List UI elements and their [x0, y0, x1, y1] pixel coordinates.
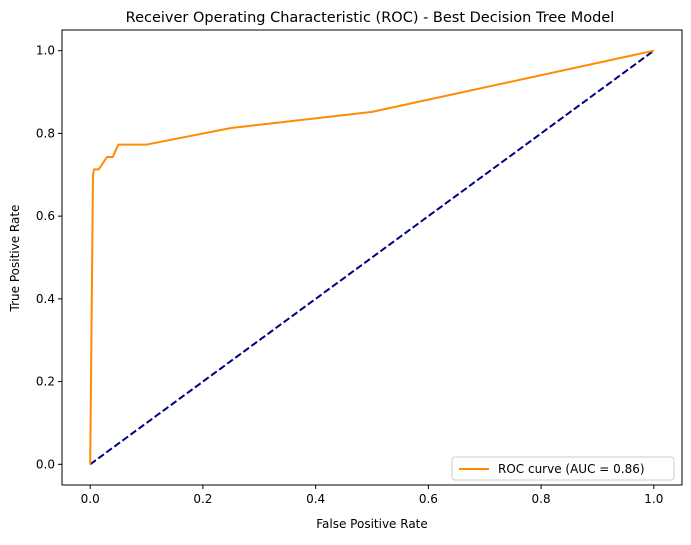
x-axis-label: False Positive Rate [316, 517, 428, 531]
x-axis: 0.0 0.2 0.4 0.6 0.8 1.0 [81, 485, 663, 506]
chance-diagonal-line [89, 49, 655, 466]
legend: ROC curve (AUC = 0.86) [451, 456, 675, 481]
legend-label-roc: ROC curve (AUC = 0.86) [498, 462, 645, 476]
y-tick-label: 0.8 [36, 126, 55, 140]
x-tick-label: 0.4 [306, 492, 325, 506]
x-tick-label: 0.2 [193, 492, 212, 506]
x-tick-label: 1.0 [644, 492, 663, 506]
y-axis-label: True Positive Rate [8, 205, 22, 313]
y-tick-label: 1.0 [36, 44, 55, 58]
chart-title: Receiver Operating Characteristic (ROC) … [126, 10, 615, 26]
roc-curve-line [89, 49, 655, 465]
series-layer [89, 49, 655, 466]
y-tick-label: 0.0 [36, 457, 55, 471]
legend-box [451, 456, 675, 481]
x-tick-label: 0.6 [419, 492, 438, 506]
y-tick-label: 0.4 [36, 292, 55, 306]
y-tick-label: 0.6 [36, 209, 55, 223]
x-tick-label: 0.8 [532, 492, 551, 506]
x-tick-label: 0.0 [81, 492, 100, 506]
y-axis: 0.0 0.2 0.4 0.6 0.8 1.0 [36, 44, 62, 471]
y-tick-label: 0.2 [36, 375, 55, 389]
